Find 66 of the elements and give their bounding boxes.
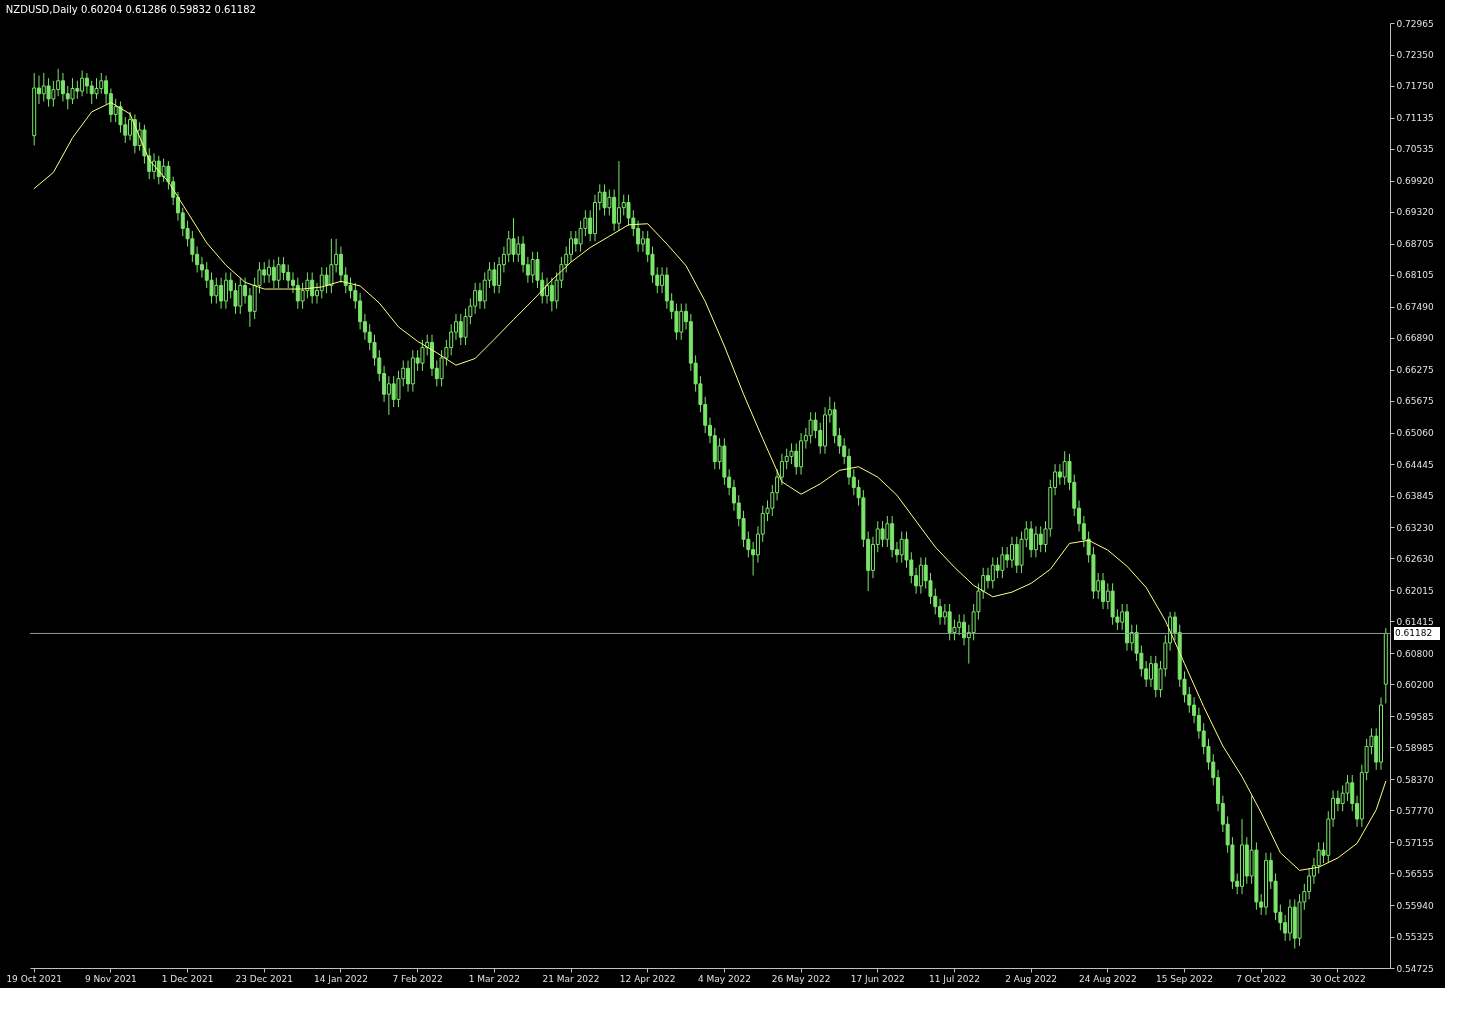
x-tick-label: 17 Jun 2022 <box>850 973 905 984</box>
y-tick-label: 0.67490 <box>1396 302 1434 313</box>
candlestick <box>789 442 794 465</box>
candlestick <box>233 282 238 315</box>
y-tick-label: 0.64445 <box>1396 459 1434 470</box>
candlestick <box>880 520 885 548</box>
x-tick-label: 26 May 2022 <box>771 973 831 984</box>
x-tick-label: 24 Aug 2022 <box>1078 973 1137 984</box>
y-tick-label: 0.56555 <box>1396 868 1434 879</box>
y-tick-label: 0.63845 <box>1396 491 1434 501</box>
candlestick <box>674 303 679 341</box>
x-tick-label: 12 Apr 2022 <box>619 973 676 984</box>
y-tick-label: 0.62630 <box>1396 553 1434 564</box>
candlestick <box>1345 774 1350 802</box>
y-tick-label: 0.57155 <box>1396 837 1434 848</box>
y-tick-label: 0.71135 <box>1396 113 1434 124</box>
x-tick-label: 11 Jul 2022 <box>928 973 980 984</box>
y-tick-label: 0.66275 <box>1396 365 1434 376</box>
x-tick-label: 19 Oct 2021 <box>6 973 63 984</box>
y-tick-label: 0.65675 <box>1396 396 1434 407</box>
candlestick <box>348 277 353 299</box>
x-tick-label: 14 Jan 2022 <box>313 973 368 984</box>
y-tick-label: 0.58985 <box>1396 742 1434 753</box>
y-tick-label: 0.65060 <box>1396 428 1434 439</box>
candlestick <box>626 194 631 227</box>
x-tick-label: 23 Dec 2021 <box>235 973 294 984</box>
candlestick <box>209 271 214 305</box>
ref-line-label: 0.61182 <box>1395 628 1433 639</box>
y-tick-label: 0.71750 <box>1396 81 1434 92</box>
x-tick-label: 1 Mar 2022 <box>468 973 520 984</box>
candlestick <box>396 370 401 408</box>
y-tick-label: 0.58370 <box>1396 774 1434 785</box>
y-tick-label: 0.69920 <box>1396 176 1434 187</box>
y-tick-label: 0.61415 <box>1396 616 1434 627</box>
x-tick-label: 21 Mar 2022 <box>542 973 600 984</box>
y-tick-label: 0.69320 <box>1396 207 1434 218</box>
x-tick-label: 9 Nov 2021 <box>84 973 137 984</box>
candlestick <box>602 183 607 216</box>
y-tick-label: 0.60800 <box>1396 648 1434 659</box>
y-tick-label: 0.59585 <box>1396 711 1434 722</box>
y-tick-label: 0.68105 <box>1396 270 1434 281</box>
candlestick <box>94 77 99 100</box>
y-tick-label: 0.72350 <box>1396 50 1434 61</box>
y-tick-label: 0.72965 <box>1396 18 1434 29</box>
y-tick-label: 0.62015 <box>1396 585 1434 596</box>
x-tick-label: 2 Aug 2022 <box>1005 973 1058 984</box>
y-tick-label: 0.54725 <box>1396 963 1434 974</box>
y-tick-label: 0.55940 <box>1396 900 1434 911</box>
y-tick-label: 0.57770 <box>1396 805 1434 816</box>
x-tick-label: 15 Sep 2022 <box>1155 973 1214 984</box>
x-tick-label: 4 May 2022 <box>697 973 751 984</box>
candlestick <box>118 100 123 134</box>
candlestick <box>439 349 444 387</box>
y-tick-label: 0.60200 <box>1396 679 1434 690</box>
y-tick-label: 0.70535 <box>1396 144 1434 155</box>
candlestick <box>511 217 516 263</box>
y-tick-label: 0.55325 <box>1396 932 1434 943</box>
chart-title: NZDUSD,Daily 0.60204 0.61286 0.59832 0.61182 <box>5 4 256 15</box>
x-tick-label: 30 Oct 2022 <box>1310 973 1366 984</box>
y-tick-label: 0.68705 <box>1396 239 1434 250</box>
x-tick-label: 7 Feb 2022 <box>392 973 443 984</box>
x-tick-label: 7 Oct 2022 <box>1236 973 1287 984</box>
x-tick-label: 1 Dec 2021 <box>161 973 214 984</box>
y-tick-label: 0.63230 <box>1396 522 1434 533</box>
y-tick-label: 0.66890 <box>1396 333 1434 344</box>
candlestick <box>70 77 75 105</box>
